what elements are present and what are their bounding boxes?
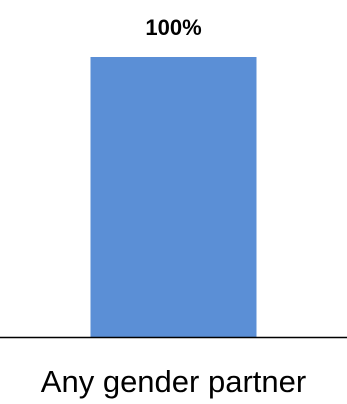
bars-group bbox=[90, 57, 257, 337]
data-label-0: 100% bbox=[145, 15, 201, 40]
bar-0 bbox=[90, 57, 257, 337]
labels-group: 100% Any gender partner bbox=[41, 15, 306, 399]
x-tick-label-0: Any gender partner bbox=[41, 364, 306, 399]
